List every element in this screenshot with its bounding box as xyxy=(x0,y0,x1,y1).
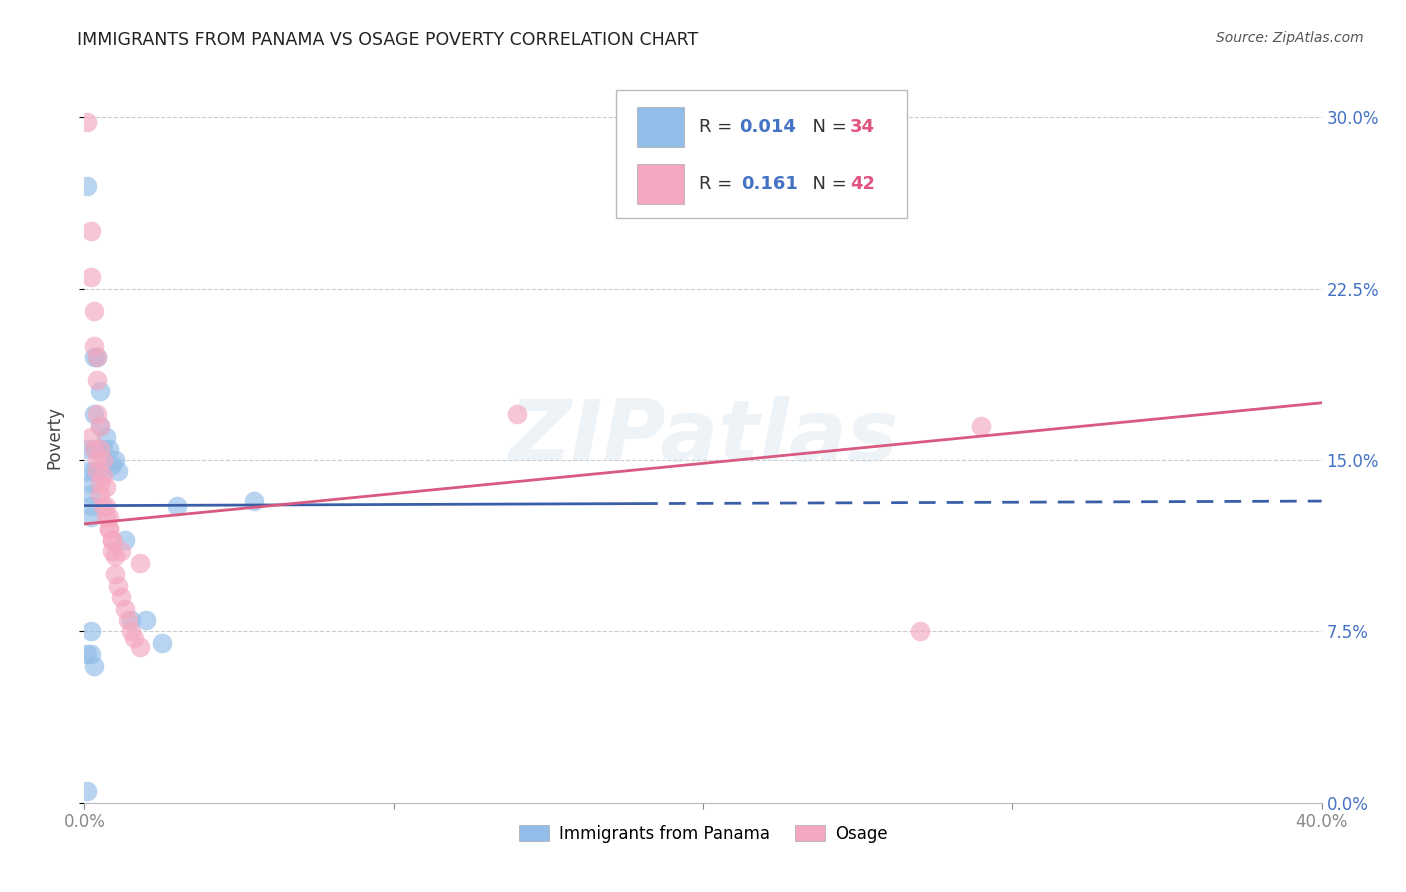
Point xyxy=(86,350,108,364)
Point xyxy=(83,407,105,421)
Point xyxy=(76,114,98,128)
Point xyxy=(89,384,111,399)
Point xyxy=(79,647,101,661)
FancyBboxPatch shape xyxy=(637,107,685,147)
Point xyxy=(122,632,145,646)
Point xyxy=(83,304,105,318)
Point xyxy=(101,458,124,472)
Point xyxy=(79,475,101,490)
Point xyxy=(91,453,114,467)
Point xyxy=(117,613,139,627)
Point xyxy=(79,430,101,444)
Point xyxy=(86,464,108,478)
Point xyxy=(76,442,98,456)
Point xyxy=(76,178,98,193)
Point xyxy=(104,549,127,563)
Point xyxy=(86,373,108,387)
Y-axis label: Poverty: Poverty xyxy=(45,406,63,468)
Point xyxy=(79,224,101,238)
Point xyxy=(94,430,117,444)
FancyBboxPatch shape xyxy=(616,89,907,218)
Point xyxy=(94,480,117,494)
Point xyxy=(79,270,101,285)
Point xyxy=(107,579,129,593)
Point xyxy=(101,544,124,558)
Text: IMMIGRANTS FROM PANAMA VS OSAGE POVERTY CORRELATION CHART: IMMIGRANTS FROM PANAMA VS OSAGE POVERTY … xyxy=(77,31,699,49)
Point xyxy=(94,510,117,524)
Text: R =: R = xyxy=(699,175,744,193)
Point xyxy=(79,499,101,513)
Point xyxy=(98,521,121,535)
Point xyxy=(89,487,111,501)
Point xyxy=(89,475,111,490)
Point xyxy=(83,350,105,364)
Point xyxy=(135,613,157,627)
Point xyxy=(89,418,111,433)
Point xyxy=(506,407,529,421)
Point xyxy=(89,442,111,456)
Point xyxy=(86,350,108,364)
Point xyxy=(110,544,132,558)
Point xyxy=(104,453,127,467)
Point xyxy=(104,567,127,582)
Point xyxy=(83,338,105,352)
Point xyxy=(83,464,105,478)
Point xyxy=(86,442,108,456)
Point xyxy=(94,499,117,513)
Text: R =: R = xyxy=(699,118,738,136)
Text: ZIPatlas: ZIPatlas xyxy=(508,395,898,479)
Point xyxy=(150,636,173,650)
Text: Source: ZipAtlas.com: Source: ZipAtlas.com xyxy=(1216,31,1364,45)
Point xyxy=(101,533,124,547)
Point xyxy=(76,784,98,798)
Point xyxy=(114,601,136,615)
Point xyxy=(114,533,136,547)
Point xyxy=(120,613,142,627)
Text: 42: 42 xyxy=(851,175,876,193)
Point xyxy=(86,464,108,478)
Point xyxy=(98,521,121,535)
Text: N =: N = xyxy=(801,175,852,193)
Point xyxy=(79,487,101,501)
Point xyxy=(79,624,101,639)
Point xyxy=(83,442,105,456)
Point xyxy=(110,590,132,604)
FancyBboxPatch shape xyxy=(637,164,685,204)
Point xyxy=(129,556,152,570)
Point xyxy=(120,624,142,639)
Point xyxy=(908,624,931,639)
Point xyxy=(91,469,114,483)
Point xyxy=(107,464,129,478)
Point xyxy=(98,442,121,456)
Point xyxy=(89,418,111,433)
Text: N =: N = xyxy=(801,118,852,136)
Point xyxy=(91,464,114,478)
Point xyxy=(91,442,114,456)
Point xyxy=(243,494,266,508)
Point xyxy=(166,499,188,513)
Text: 0.014: 0.014 xyxy=(740,118,796,136)
Point xyxy=(79,510,101,524)
Point xyxy=(101,533,124,547)
Point xyxy=(129,640,152,655)
Legend: Immigrants from Panama, Osage: Immigrants from Panama, Osage xyxy=(512,818,894,849)
Text: 0.161: 0.161 xyxy=(741,175,799,193)
Point xyxy=(86,453,108,467)
Point xyxy=(83,442,105,456)
Point xyxy=(98,510,121,524)
Point xyxy=(76,647,98,661)
Text: 34: 34 xyxy=(851,118,876,136)
Point xyxy=(83,658,105,673)
Point xyxy=(970,418,993,433)
Point xyxy=(86,407,108,421)
Point xyxy=(91,499,114,513)
Point xyxy=(76,464,98,478)
